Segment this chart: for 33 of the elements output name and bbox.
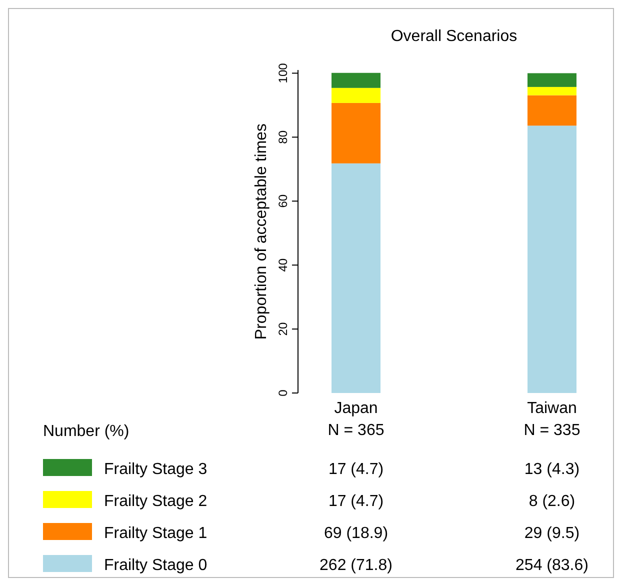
legend-label: Frailty Stage 1 xyxy=(104,525,208,542)
bar xyxy=(527,95,576,126)
data-label: 13 (4.3) xyxy=(524,461,580,478)
data-label: 29 (9.5) xyxy=(524,525,580,542)
data-label: 17 (4.7) xyxy=(328,461,384,478)
bar xyxy=(527,126,576,393)
x-tick-label: Taiwan xyxy=(527,400,577,417)
bar xyxy=(332,102,381,164)
y-tick-label: 80 xyxy=(276,130,290,144)
text: N = 365 xyxy=(328,422,384,439)
y-tick-label: 100 xyxy=(276,62,290,84)
y-tick-label: 20 xyxy=(276,322,290,336)
chart-title: Overall Scenarios xyxy=(390,28,518,45)
legend-label: Frailty Stage 0 xyxy=(104,557,208,574)
bar xyxy=(332,88,381,103)
text: N = 335 xyxy=(524,422,580,439)
data-label: 8 (2.6) xyxy=(528,493,576,510)
y-tick-label: 60 xyxy=(276,194,290,208)
bar xyxy=(332,163,381,393)
x-tick-label: Japan xyxy=(334,400,378,417)
data-label: 17 (4.7) xyxy=(328,493,384,510)
y-tick-label: 0 xyxy=(276,389,290,396)
legend-label: Frailty Stage 3 xyxy=(104,461,208,478)
bar xyxy=(332,72,381,88)
text: Number (%) xyxy=(43,423,130,440)
y-axis-title: Proportion of acceptable times xyxy=(253,123,270,340)
data-label: 262 (71.8) xyxy=(320,557,392,574)
legend-label: Frailty Stage 2 xyxy=(104,493,208,510)
data-label: 69 (18.9) xyxy=(324,525,388,542)
bar xyxy=(527,86,576,96)
y-tick-label: 40 xyxy=(276,258,290,272)
bar xyxy=(527,73,576,87)
data-label: 254 (83.6) xyxy=(516,557,588,574)
